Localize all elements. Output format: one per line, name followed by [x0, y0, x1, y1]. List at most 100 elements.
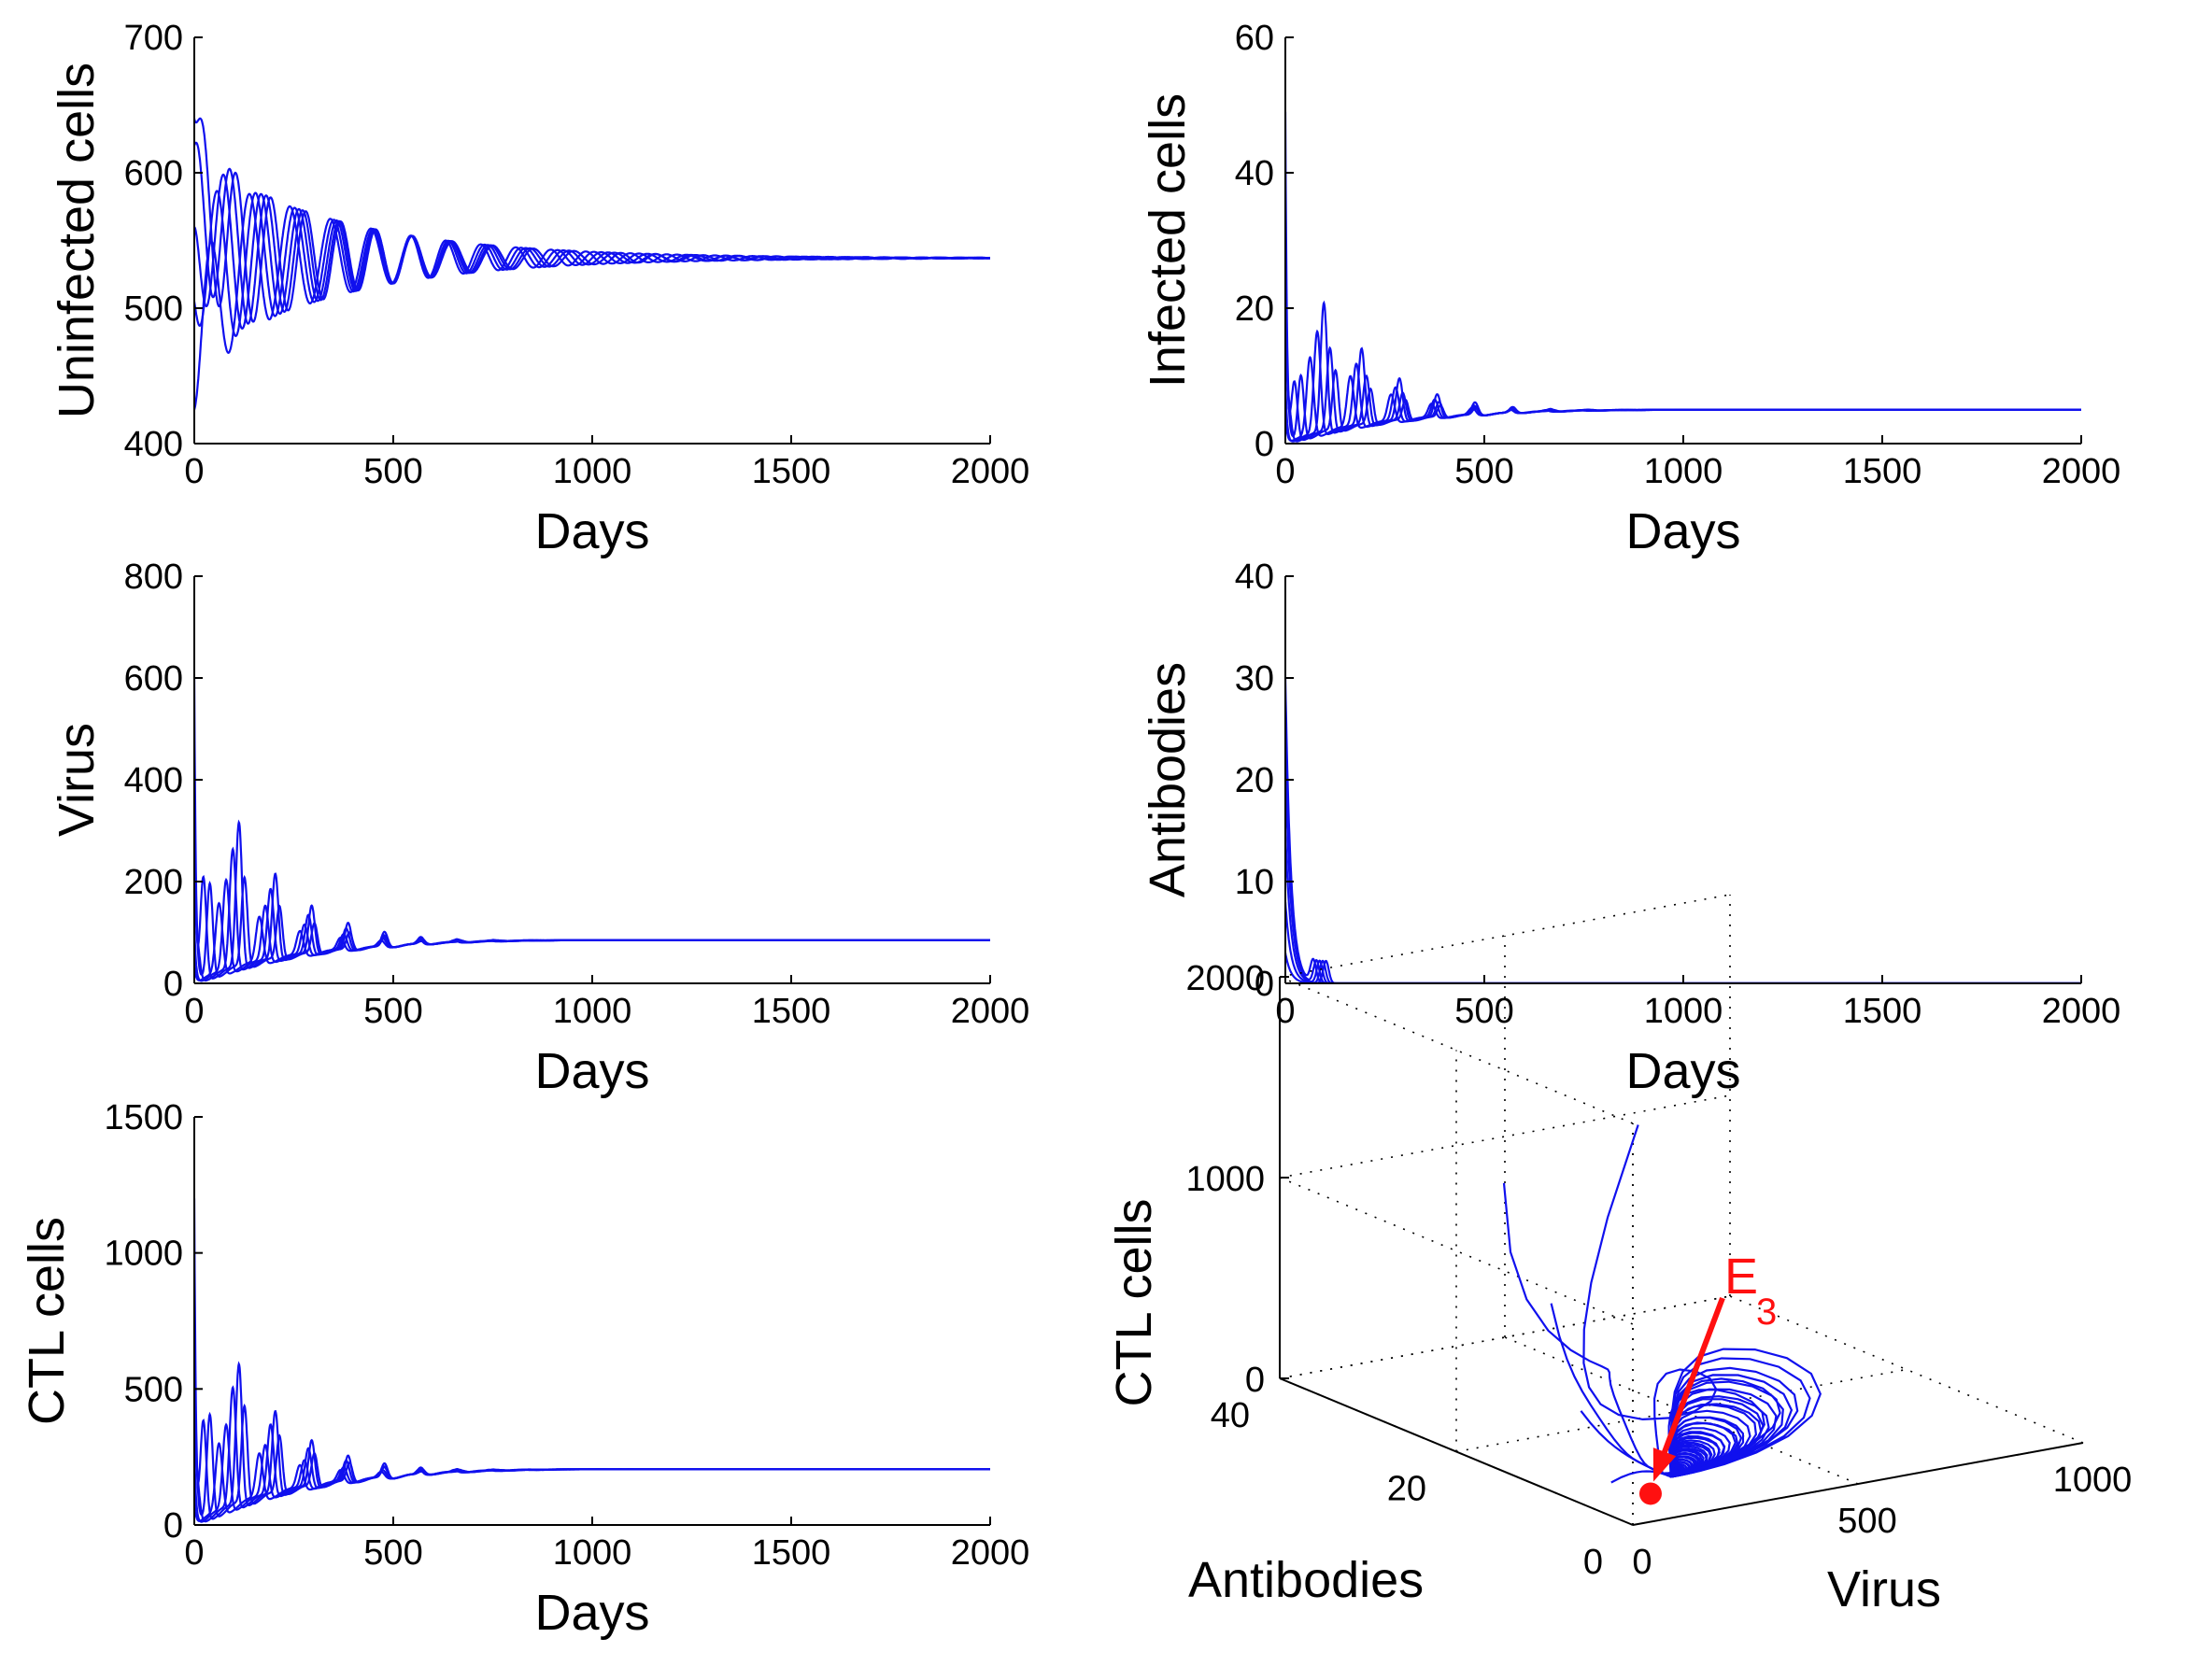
antibodies-x-tick-label: 500 [1454, 992, 1513, 1031]
infected-x-tick-label: 2000 [2042, 452, 2121, 491]
phase3d-x-axis [1632, 1442, 2084, 1526]
antibodies-y-tick-label: 20 [1235, 761, 1274, 800]
infected-x-tick-label: 0 [1275, 452, 1295, 491]
uninfected-cells-lines [194, 117, 990, 411]
antibodies-series-1 [1285, 677, 2081, 983]
virus-series-5 [194, 901, 990, 981]
grid-line [1455, 1368, 1907, 1453]
phase3d-y-tick-label: 0 [1583, 1543, 1603, 1582]
uninfected-series-5 [194, 192, 990, 411]
ctl-y-tick-label: 0 [163, 1506, 183, 1546]
infected-cells-lines [1285, 111, 2081, 443]
virus-lines [194, 677, 990, 982]
phase3d-x-tick-label: 0 [1632, 1543, 1652, 1582]
grid-line [1729, 1295, 2084, 1444]
ctl-cells-axes: 0 500 1000 1500 2000 0 500 1000 1500 [104, 1098, 1029, 1573]
antibodies-x-tick-label: 2000 [2042, 992, 2121, 1031]
panel-infected-cells: 0 500 1000 1500 2000 0 20 40 60 Days Infected ce… [1140, 19, 2120, 559]
infected-series-1 [1285, 111, 2081, 440]
phase3d-box-grid [1279, 894, 2084, 1526]
virus-x-tick-label: 500 [363, 992, 422, 1031]
ctl-y-tick-label: 1500 [104, 1098, 183, 1137]
phase3d-ylabel: Antibodies [1188, 1552, 1424, 1608]
virus-y-tick-label: 800 [124, 558, 183, 597]
grid-line [1279, 1295, 1731, 1379]
equilibrium-subscript: 3 [1756, 1292, 1777, 1333]
antibodies-x-tick-label: 1000 [1644, 992, 1723, 1031]
infected-y-tick-label: 20 [1235, 289, 1274, 329]
uninfected-y-tick-label: 500 [124, 289, 183, 329]
uninfected-y-tick-label: 600 [124, 154, 183, 193]
phase3d-trajectories [1502, 1124, 1822, 1484]
uninfected-x-tick-label: 0 [184, 452, 204, 491]
equilibrium-arrow-shaft [1655, 1296, 1725, 1471]
infected-series-5 [1285, 355, 2081, 443]
ctl-y-tick-label: 1000 [104, 1235, 183, 1274]
infected-y-tick-label: 40 [1235, 154, 1274, 193]
grid-line [1279, 1094, 1731, 1179]
infected-x-tick-label: 1500 [1843, 452, 1922, 491]
grid-line [1279, 894, 1731, 978]
antibodies-series-2 [1285, 759, 2081, 983]
panel-virus: 0 500 1000 1500 2000 0 200 400 600 800 Days Virus [49, 558, 1029, 1099]
phase3d-xlabel: Virus [1827, 1561, 1941, 1617]
infected-series-4 [1285, 329, 2081, 443]
antibodies-series-3 [1285, 830, 2081, 983]
virus-x-tick-label: 2000 [951, 992, 1030, 1031]
phase3d-trajectory-5 [1610, 1389, 1765, 1484]
ctl-x-tick-label: 1500 [752, 1533, 831, 1573]
ctl-y-tick-label: 500 [124, 1370, 183, 1409]
grid-line [1279, 976, 1634, 1124]
infected-cells-xlabel: Days [1625, 503, 1740, 559]
virus-y-tick-label: 400 [124, 761, 183, 800]
phase3d-z-tick-label: 2000 [1185, 959, 1265, 998]
uninfected-x-tick-label: 1500 [752, 452, 831, 491]
phase3d-z-tick-label: 0 [1245, 1361, 1265, 1400]
ctl-x-tick-label: 2000 [951, 1533, 1030, 1573]
phase3d-x-tick-label: 500 [1837, 1502, 1896, 1541]
ctl-x-tick-label: 0 [184, 1533, 204, 1573]
phase3d-y-tick-label: 20 [1387, 1470, 1426, 1509]
virus-ylabel: Virus [49, 723, 105, 837]
virus-x-tick-label: 0 [184, 992, 204, 1031]
uninfected-y-tick-label: 700 [124, 19, 183, 58]
antibodies-x-tick-label: 0 [1275, 992, 1295, 1031]
antibodies-y-tick-label: 10 [1235, 863, 1274, 902]
antibodies-y-tick-label: 0 [1255, 965, 1274, 1004]
uninfected-cells-ylabel: Uninfected cells [49, 63, 105, 418]
ctl-series-5 [194, 1442, 990, 1522]
panel-uninfected-cells: 0 500 1000 1500 2000 400 500 600 700 Days Uninfe… [49, 19, 1029, 559]
phase3d-y-tick-label: 40 [1211, 1396, 1250, 1435]
phase3d-z-tick-label: 1000 [1185, 1160, 1265, 1199]
grid-line [1504, 1336, 1859, 1485]
uninfected-x-tick-label: 2000 [951, 452, 1030, 491]
virus-series-1 [194, 677, 990, 978]
ctl-x-tick-label: 1000 [553, 1533, 632, 1573]
equilibrium-arrow-head [1652, 1447, 1677, 1482]
virus-y-tick-label: 0 [163, 965, 183, 1004]
virus-x-tick-label: 1500 [752, 992, 831, 1031]
virus-x-tick-label: 1000 [553, 992, 632, 1031]
uninfected-cells-axes: 0 500 1000 1500 2000 400 500 600 700 [124, 19, 1030, 491]
virus-axes: 0 500 1000 1500 2000 0 200 400 600 800 [124, 558, 1030, 1031]
equilibrium-label: E [1724, 1249, 1758, 1305]
antibodies-x-tick-label: 1500 [1843, 992, 1922, 1031]
virus-series-4 [194, 877, 990, 982]
phase3d-y-axis [1279, 1377, 1634, 1526]
phase3d-zlabel: CTL cells [1106, 1198, 1162, 1406]
equilibrium-point [1638, 1482, 1662, 1505]
infected-cells-ylabel: Infected cells [1140, 93, 1196, 388]
equilibrium-annotation: E 3 [1638, 1249, 1777, 1505]
infected-y-tick-label: 60 [1235, 19, 1274, 58]
infected-cells-axes: 0 500 1000 1500 2000 0 20 40 60 [1235, 19, 2121, 491]
antibodies-series-4 [1285, 901, 2081, 983]
ctl-cells-xlabel: Days [534, 1585, 649, 1641]
antibodies-ylabel: Antibodies [1140, 662, 1196, 897]
uninfected-x-tick-label: 1000 [553, 452, 632, 491]
antibodies-lines [1285, 677, 2081, 983]
antibodies-xlabel: Days [1625, 1043, 1740, 1099]
infected-x-tick-label: 1000 [1644, 452, 1723, 491]
